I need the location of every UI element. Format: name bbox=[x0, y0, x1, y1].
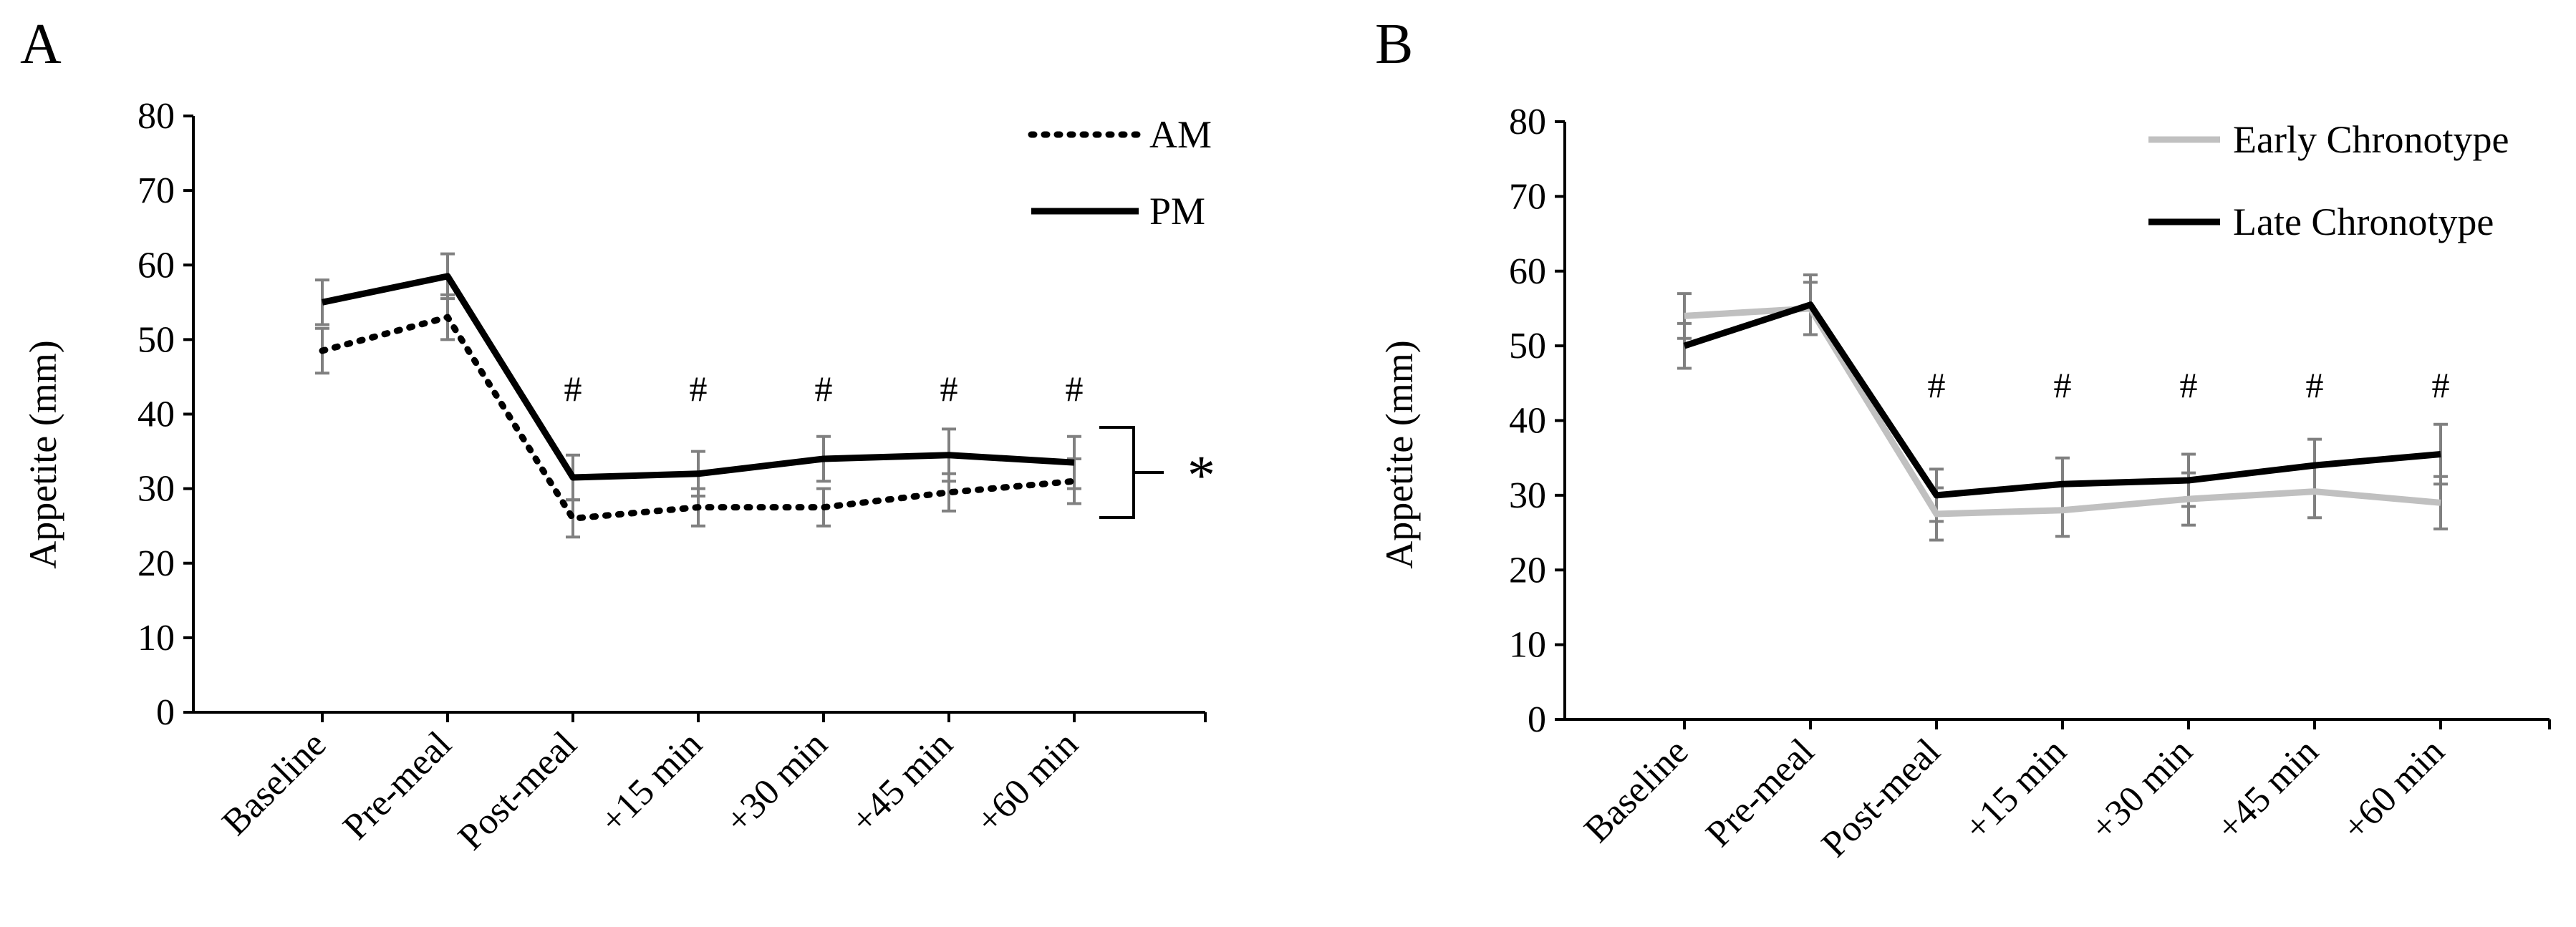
x-tick-label: +30 min bbox=[718, 724, 835, 841]
y-tick-label: 80 bbox=[138, 96, 175, 137]
legend-label: Early Chronotype bbox=[2233, 118, 2509, 161]
x-tick-label: Baseline bbox=[215, 724, 334, 843]
panel-b: B Appetite (mm) 0 10 20 30 40 50 60 70 80 Baselin… bbox=[1375, 13, 2551, 865]
y-tick-label: 40 bbox=[1509, 401, 1546, 442]
legend-a: AM PM bbox=[1028, 113, 1212, 233]
hash-marker: # bbox=[564, 369, 582, 409]
error-bars-b bbox=[1677, 273, 2448, 542]
y-tick-label: 40 bbox=[138, 394, 175, 435]
hash-marker: # bbox=[2306, 365, 2324, 405]
y-tick-label: 70 bbox=[1509, 176, 1546, 217]
bracket-line bbox=[1099, 426, 1164, 519]
hash-marker: # bbox=[1066, 369, 1084, 409]
legend-label: AM bbox=[1149, 113, 1212, 156]
y-tick-label: 70 bbox=[138, 170, 175, 211]
x-tick-label: Post-meal bbox=[450, 724, 584, 858]
series-lines-a bbox=[319, 273, 1078, 522]
x-tick-label: Pre-meal bbox=[1698, 731, 1822, 855]
x-tick-label: +45 min bbox=[843, 724, 960, 841]
y-tick-label: 60 bbox=[138, 245, 175, 286]
y-tick-label: 80 bbox=[1509, 102, 1546, 142]
y-tick-label: 0 bbox=[156, 692, 175, 733]
y-tick-label: 50 bbox=[138, 319, 175, 360]
legend-b: Early Chronotype Late Chronotype bbox=[2148, 118, 2509, 243]
series-line-late-chronotype bbox=[1683, 301, 2441, 499]
series-line-pm bbox=[322, 273, 1075, 481]
hash-marker: # bbox=[815, 369, 833, 409]
panel-letter-b: B bbox=[1375, 13, 1413, 76]
y-axis-title-b: Appetite (mm) bbox=[1378, 340, 1421, 568]
significance-bracket-a: * bbox=[1099, 426, 1215, 519]
significance-hashes-a: # # # # # bbox=[564, 369, 1084, 409]
y-tick-label: 30 bbox=[1509, 475, 1546, 516]
hash-marker: # bbox=[2432, 365, 2450, 405]
y-tick-label: 20 bbox=[1509, 550, 1546, 591]
series-lines-b bbox=[1683, 301, 2441, 518]
y-tick-label: 10 bbox=[138, 618, 175, 659]
panel-a: A Appetite (mm) 0 10 20 30 40 50 60 70 80 Baselin… bbox=[20, 13, 1215, 858]
y-tick-label: 10 bbox=[1509, 625, 1546, 666]
x-tick-label: Baseline bbox=[1577, 731, 1697, 850]
y-tick-label: 60 bbox=[1509, 251, 1546, 292]
significance-star: * bbox=[1187, 444, 1215, 506]
y-tick-label: 50 bbox=[1509, 326, 1546, 367]
hash-marker: # bbox=[690, 369, 708, 409]
x-tick-label: +15 min bbox=[592, 724, 710, 841]
legend-label: PM bbox=[1149, 190, 1205, 233]
x-tick-label: +60 min bbox=[968, 724, 1086, 841]
y-tick-label: 0 bbox=[1528, 699, 1546, 740]
x-tick-label: Post-meal bbox=[1814, 731, 1948, 865]
legend-label: Late Chronotype bbox=[2233, 200, 2494, 243]
x-tick-label: +30 min bbox=[2083, 731, 2200, 848]
panel-letter-a: A bbox=[20, 13, 62, 76]
x-tick-label: Pre-meal bbox=[335, 724, 459, 848]
y-tick-label: 30 bbox=[138, 469, 175, 510]
x-tick-label: +15 min bbox=[1957, 731, 2074, 848]
series-line-am bbox=[319, 314, 1078, 522]
hash-marker: # bbox=[1928, 365, 1946, 405]
hash-marker: # bbox=[2054, 365, 2072, 405]
significance-hashes-b: # # # # # bbox=[1928, 365, 2450, 405]
hash-marker: # bbox=[2180, 365, 2198, 405]
hash-marker: # bbox=[940, 369, 958, 409]
x-tick-label: +45 min bbox=[2209, 731, 2326, 848]
y-axis-title-a: Appetite (mm) bbox=[21, 340, 64, 568]
x-tick-label: +60 min bbox=[2335, 731, 2452, 848]
y-tick-label: 20 bbox=[138, 543, 175, 584]
